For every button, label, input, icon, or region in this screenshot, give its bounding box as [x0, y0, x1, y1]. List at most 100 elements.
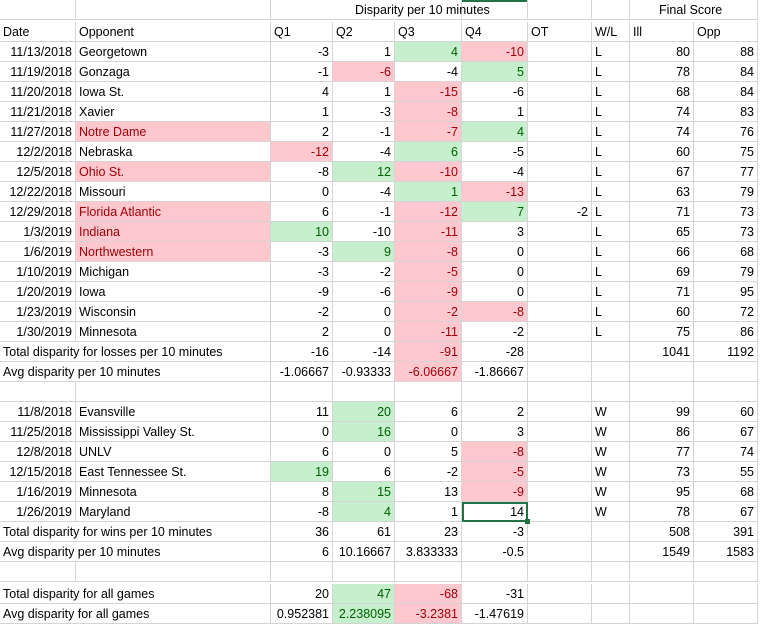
cell-ot[interactable]	[528, 182, 592, 202]
cell-q2[interactable]: 20	[333, 402, 395, 422]
cell-opp[interactable]: 73	[694, 202, 758, 222]
cell-wl[interactable]: L	[592, 102, 630, 122]
cell-wl[interactable]: L	[592, 182, 630, 202]
cell-q1[interactable]: -9	[271, 282, 333, 302]
cell-wl[interactable]: W	[592, 462, 630, 482]
cell-wl[interactable]: L	[592, 202, 630, 222]
cell[interactable]	[694, 382, 758, 402]
cell[interactable]	[630, 0, 694, 20]
cell-opponent[interactable]: East Tennessee St.	[76, 462, 271, 482]
cell-ot[interactable]	[528, 282, 592, 302]
cell-q4[interactable]: 4	[462, 122, 528, 142]
cell-date[interactable]: 1/3/2019	[0, 222, 76, 242]
wins-total-ill[interactable]: 508	[630, 522, 694, 542]
cell[interactable]	[76, 562, 271, 582]
cell-opponent[interactable]: Iowa St.	[76, 82, 271, 102]
losses-total-ill[interactable]: 1041	[630, 342, 694, 362]
cell-wl[interactable]: L	[592, 242, 630, 262]
cell-q2[interactable]: 0	[333, 442, 395, 462]
cell-q1[interactable]: -12	[271, 142, 333, 162]
all-total-q2[interactable]: 47	[333, 584, 395, 604]
cell-q4[interactable]: -10	[462, 42, 528, 62]
cell-opp[interactable]: 84	[694, 82, 758, 102]
cell-ot[interactable]	[528, 62, 592, 82]
cell-opp[interactable]: 86	[694, 322, 758, 342]
cell-opponent[interactable]: Northwestern	[76, 242, 271, 262]
cell[interactable]	[630, 562, 694, 582]
cell-q4[interactable]: 3	[462, 222, 528, 242]
cell[interactable]	[528, 542, 592, 562]
cell[interactable]	[630, 362, 694, 382]
q4-header[interactable]: Q4	[462, 22, 528, 42]
cell-ot[interactable]	[528, 442, 592, 462]
wins-total-q2[interactable]: 61	[333, 522, 395, 542]
losses-total-label[interactable]: Total disparity for losses per 10 minute…	[0, 342, 271, 362]
cell-date[interactable]: 1/26/2019	[0, 502, 76, 522]
all-total-label[interactable]: Total disparity for all games	[0, 584, 271, 604]
cell-q3[interactable]: 4	[395, 42, 462, 62]
wins-avg-q4[interactable]: -0.5	[462, 542, 528, 562]
losses-avg-q3[interactable]: -6.06667	[395, 362, 462, 382]
losses-total-opp[interactable]: 1192	[694, 342, 758, 362]
cell[interactable]	[630, 584, 694, 604]
cell-opp[interactable]: 73	[694, 222, 758, 242]
cell-wl[interactable]: W	[592, 502, 630, 522]
cell-ill[interactable]: 95	[630, 482, 694, 502]
cell-opponent[interactable]: Mississippi Valley St.	[76, 422, 271, 442]
cell[interactable]	[462, 0, 528, 20]
cell-ill[interactable]: 75	[630, 322, 694, 342]
cell-q1[interactable]: 0	[271, 182, 333, 202]
cell[interactable]	[76, 0, 271, 20]
all-avg-q4[interactable]: -1.47619	[462, 604, 528, 624]
cell-q4[interactable]: -5	[462, 142, 528, 162]
cell-opponent[interactable]: UNLV	[76, 442, 271, 462]
cell-q2[interactable]: 9	[333, 242, 395, 262]
cell-date[interactable]: 1/6/2019	[0, 242, 76, 262]
cell-q2[interactable]: -6	[333, 62, 395, 82]
opp-header[interactable]: Opp	[694, 22, 758, 42]
cell-ot[interactable]	[528, 302, 592, 322]
cell-q1[interactable]: -1	[271, 62, 333, 82]
cell[interactable]	[528, 562, 592, 582]
losses-avg-q2[interactable]: -0.93333	[333, 362, 395, 382]
cell-opp[interactable]: 55	[694, 462, 758, 482]
all-total-q3[interactable]: -68	[395, 584, 462, 604]
cell-q3[interactable]: -2	[395, 462, 462, 482]
cell-ot[interactable]	[528, 42, 592, 62]
cell[interactable]	[271, 382, 333, 402]
wins-avg-ill[interactable]: 1549	[630, 542, 694, 562]
cell-opponent[interactable]: Missouri	[76, 182, 271, 202]
cell-date[interactable]: 11/21/2018	[0, 102, 76, 122]
cell-ot[interactable]	[528, 262, 592, 282]
cell-date[interactable]: 12/8/2018	[0, 442, 76, 462]
cell-q3[interactable]: -4	[395, 62, 462, 82]
cell-q3[interactable]: 1	[395, 182, 462, 202]
cell-opponent[interactable]: Iowa	[76, 282, 271, 302]
cell-opponent[interactable]: Florida Atlantic	[76, 202, 271, 222]
cell[interactable]	[592, 362, 630, 382]
cell-date[interactable]: 11/27/2018	[0, 122, 76, 142]
cell-date[interactable]: 12/2/2018	[0, 142, 76, 162]
cell-opponent[interactable]: Michigan	[76, 262, 271, 282]
cell[interactable]	[528, 382, 592, 402]
cell-opponent[interactable]: Wisconsin	[76, 302, 271, 322]
cell-ill[interactable]: 73	[630, 462, 694, 482]
cell-q2[interactable]: 1	[333, 42, 395, 62]
losses-avg-q1[interactable]: -1.06667	[271, 362, 333, 382]
cell-ot[interactable]	[528, 142, 592, 162]
cell-ot[interactable]	[528, 242, 592, 262]
cell-q3[interactable]: -11	[395, 322, 462, 342]
wins-avg-q2[interactable]: 10.16667	[333, 542, 395, 562]
cell-date[interactable]: 11/13/2018	[0, 42, 76, 62]
cell-q3[interactable]: -15	[395, 82, 462, 102]
cell-ot[interactable]: -2	[528, 202, 592, 222]
cell[interactable]	[592, 604, 630, 624]
cell-q3[interactable]: 0	[395, 422, 462, 442]
q2-header[interactable]: Q2	[333, 22, 395, 42]
cell-ot[interactable]	[528, 422, 592, 442]
cell-q3[interactable]: -8	[395, 242, 462, 262]
cell-q2[interactable]: -6	[333, 282, 395, 302]
cell-q2[interactable]: -2	[333, 262, 395, 282]
opponent-header[interactable]: Opponent	[76, 22, 271, 42]
cell-date[interactable]: 1/10/2019	[0, 262, 76, 282]
